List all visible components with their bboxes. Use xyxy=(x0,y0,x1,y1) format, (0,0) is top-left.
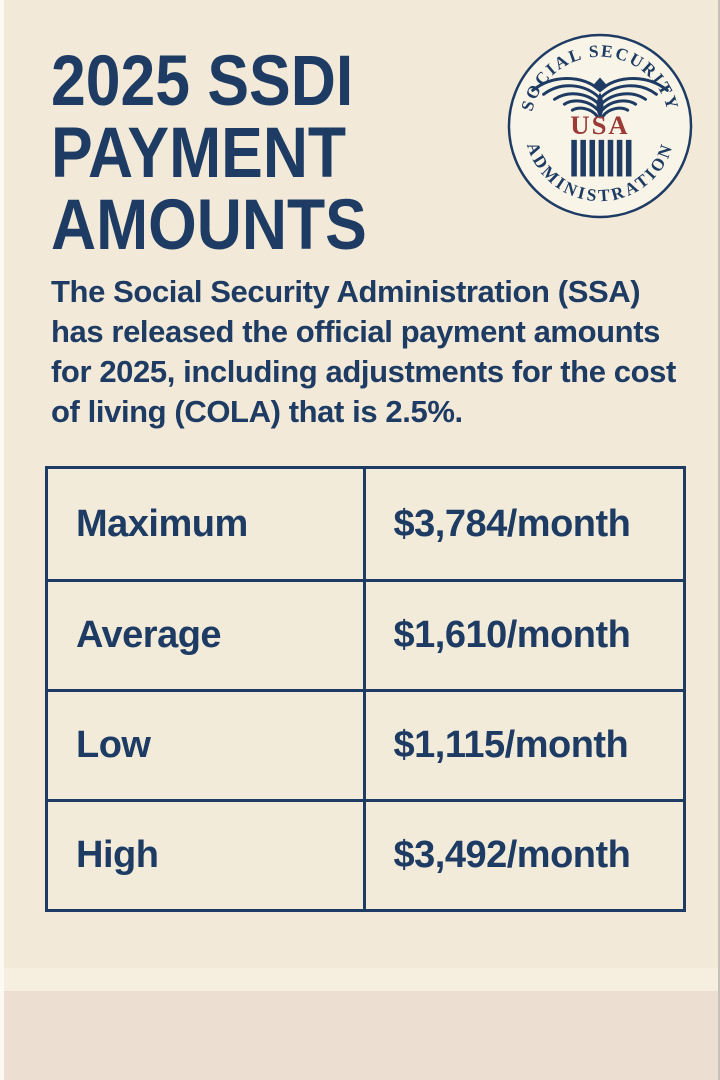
header: 2025 SSDI PAYMENT AMOUNTS SOCIAL SECURIT… xyxy=(4,0,718,262)
row-label: Maximum xyxy=(48,469,366,579)
eagle-icon xyxy=(531,77,669,120)
page-title: 2025 SSDI PAYMENT AMOUNTS xyxy=(51,46,506,262)
shield-stripes-icon xyxy=(571,139,632,177)
row-label: Low xyxy=(48,692,366,799)
usa-text: USA xyxy=(570,110,629,140)
row-value: $1,610/month xyxy=(393,614,631,656)
row-label: High xyxy=(48,802,366,909)
footer-band xyxy=(4,968,718,1080)
row-value: $3,492/month xyxy=(393,834,631,876)
row-value: $3,784/month xyxy=(393,502,631,545)
ssa-seal-logo: SOCIAL SECURITY ADMINISTRATION xyxy=(506,32,694,220)
payments-table: Maximum $3,784/month Average $1,610/mont… xyxy=(45,466,686,912)
table-row: Average $1,610/month xyxy=(48,579,683,689)
table-row: High $3,492/month xyxy=(48,799,683,909)
title-line-1: 2025 SSDI xyxy=(51,42,354,121)
intro-text: The Social Security Administration (SSA)… xyxy=(51,274,676,429)
title-line-3: AMOUNTS xyxy=(51,186,367,265)
table-row: Maximum $3,784/month xyxy=(48,469,683,579)
row-value: $1,115/month xyxy=(393,724,629,766)
title-line-2: PAYMENT xyxy=(51,114,347,193)
table-row: Low $1,115/month xyxy=(48,689,683,799)
ssa-seal-svg: SOCIAL SECURITY ADMINISTRATION xyxy=(507,33,693,219)
row-label: Average xyxy=(48,582,366,689)
